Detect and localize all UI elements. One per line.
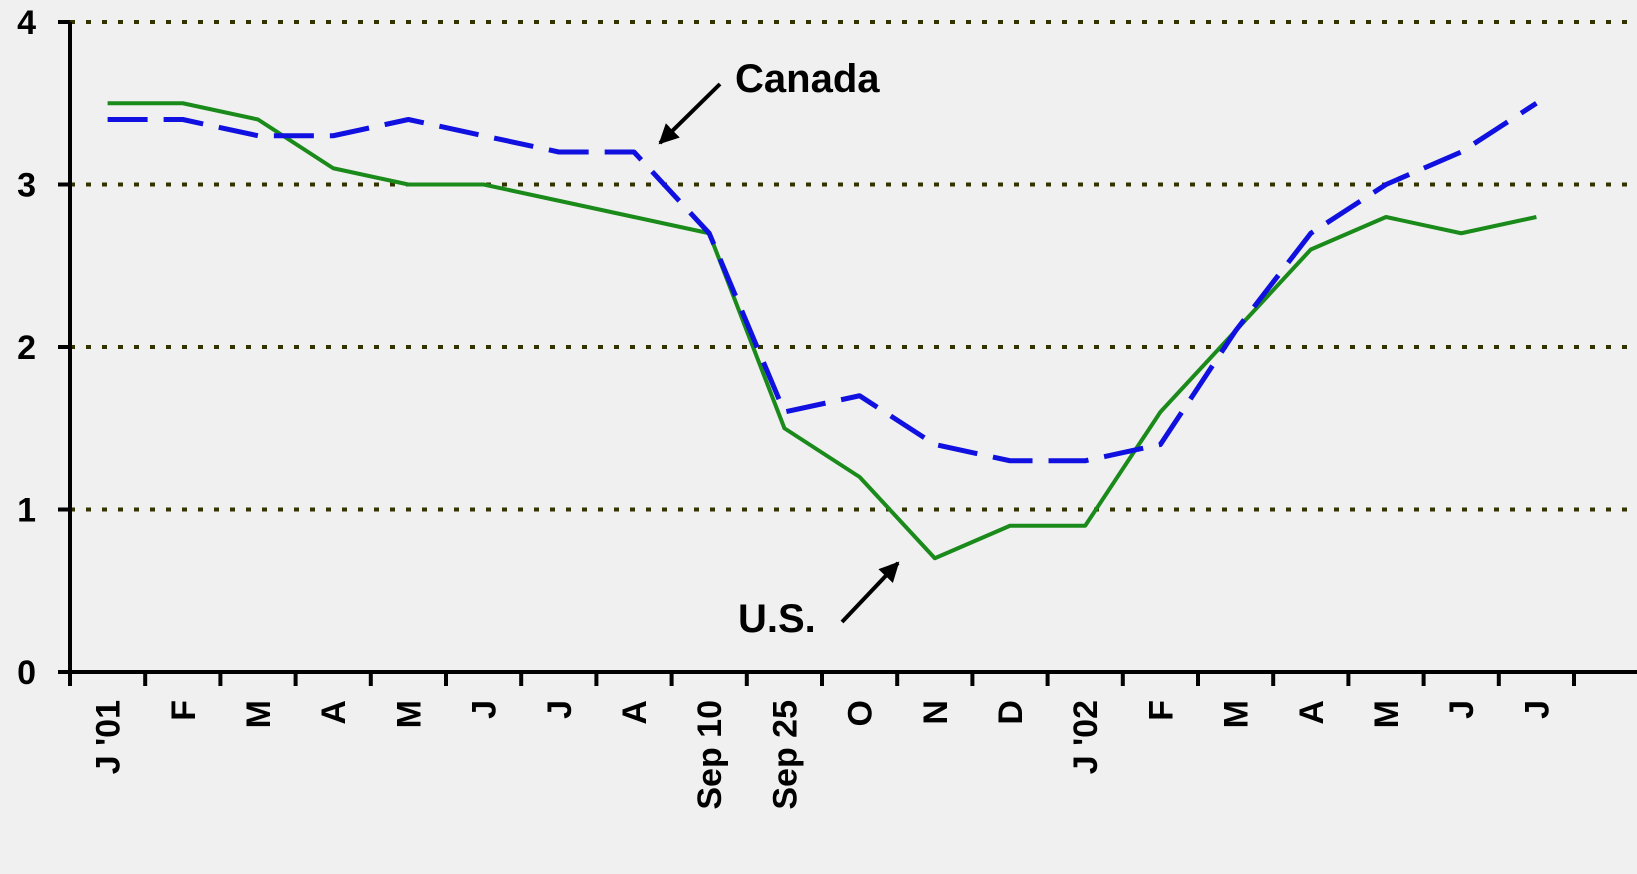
x-tick-label: M (240, 700, 278, 728)
x-tick-label: J (541, 700, 579, 719)
arrow (840, 561, 900, 624)
series-line (107, 101, 1537, 561)
x-tick-label: D (992, 700, 1030, 725)
x-tick-label: J (466, 700, 504, 719)
x-tick-label: A (1293, 700, 1331, 725)
x-tick-label: J '02 (1067, 700, 1105, 774)
x-tick-label: N (917, 700, 955, 725)
arrow (658, 82, 722, 145)
annotation: U.S. (738, 597, 816, 641)
x-tick-label: M (1218, 700, 1256, 728)
y-tick-label: 1 (17, 492, 36, 530)
x-tick-label: O (842, 700, 880, 726)
series-line (107, 101, 1538, 464)
x-tick-label: Sep 10 (691, 700, 729, 810)
x-tick-label: F (1142, 700, 1180, 721)
y-tick-label: 2 (17, 329, 36, 367)
plot (107, 101, 1538, 561)
x-tick-label: A (315, 700, 353, 725)
x-tick-label: Sep 25 (766, 700, 804, 810)
y-tick-label: 0 (17, 654, 36, 692)
y-tick-label: 3 (17, 167, 36, 205)
x-tick-label: M (390, 700, 428, 728)
x-tick-label: M (1368, 700, 1406, 728)
annotation: Canada (735, 57, 880, 101)
x-tick-label: J (1443, 700, 1481, 719)
x-tick-label: J (1518, 700, 1556, 719)
x-tick-label: F (165, 700, 203, 721)
y-tick-label: 4 (17, 4, 36, 42)
x-tick-label: A (616, 700, 654, 725)
x-tick-label: J '01 (90, 700, 128, 774)
